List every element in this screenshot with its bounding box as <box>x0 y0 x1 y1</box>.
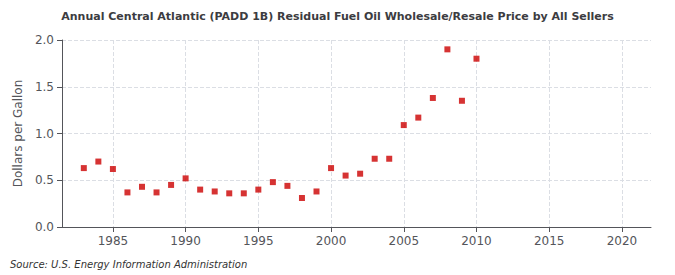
svg-text:1995: 1995 <box>243 234 274 248</box>
svg-text:2020: 2020 <box>607 234 638 248</box>
svg-text:1990: 1990 <box>170 234 201 248</box>
svg-text:2.0: 2.0 <box>35 33 54 47</box>
svg-text:2005: 2005 <box>388 234 419 248</box>
svg-text:Annual Central Atlantic (PADD: Annual Central Atlantic (PADD 1B) Residu… <box>61 10 614 23</box>
svg-text:2010: 2010 <box>461 234 492 248</box>
svg-text:2000: 2000 <box>316 234 347 248</box>
svg-text:Dollars per Gallon: Dollars per Gallon <box>11 80 25 188</box>
svg-text:2015: 2015 <box>534 234 565 248</box>
svg-text:1.0: 1.0 <box>35 127 54 141</box>
svg-text:0.0: 0.0 <box>35 220 54 234</box>
svg-text:1985: 1985 <box>98 234 129 248</box>
svg-text:Source: U.S. Energy Informatio: Source: U.S. Energy Information Administ… <box>10 259 247 270</box>
svg-text:1.5: 1.5 <box>35 80 54 94</box>
svg-text:0.5: 0.5 <box>35 173 54 187</box>
